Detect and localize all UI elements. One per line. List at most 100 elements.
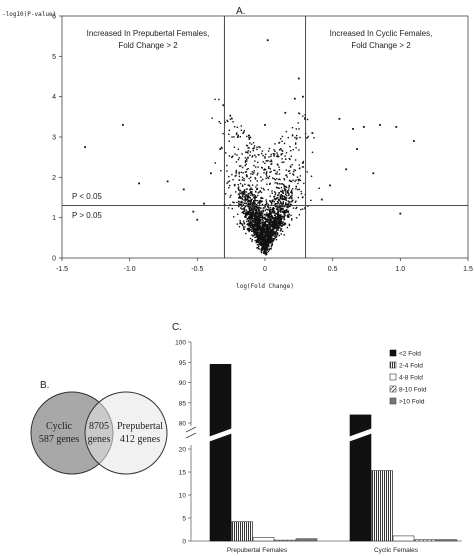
data-point — [261, 212, 263, 214]
data-point — [250, 204, 252, 206]
data-point — [249, 211, 251, 214]
data-point — [304, 207, 306, 210]
data-point — [267, 236, 270, 238]
data-point — [259, 199, 261, 202]
data-point — [266, 229, 268, 232]
data-point — [245, 214, 247, 216]
data-point — [240, 203, 242, 205]
panel-c-letter: C. — [172, 322, 182, 333]
data-point — [251, 217, 253, 219]
data-point — [279, 214, 281, 217]
data-point — [261, 197, 263, 199]
data-point — [270, 236, 272, 238]
data-point — [269, 228, 271, 230]
data-point — [286, 203, 288, 205]
data-point — [251, 213, 254, 215]
data-point — [233, 184, 236, 186]
data-point — [237, 134, 239, 136]
data-point — [238, 194, 241, 196]
data-point — [280, 208, 283, 210]
data-point — [253, 227, 256, 229]
data-point — [246, 213, 248, 215]
category-label-cyclic: Cyclic Females — [374, 547, 419, 554]
left-region-label-line2: Fold Change > 2 — [118, 41, 178, 50]
data-point — [286, 176, 288, 178]
data-point — [265, 203, 267, 205]
data-point — [280, 190, 282, 193]
data-point — [285, 210, 288, 212]
data-point — [228, 187, 230, 189]
data-point — [237, 188, 240, 191]
data-point — [283, 142, 286, 145]
data-point — [296, 206, 298, 209]
data-point — [264, 240, 266, 242]
data-point — [262, 218, 264, 220]
data-point — [301, 208, 304, 210]
data-point — [275, 172, 277, 175]
data-point — [261, 249, 264, 251]
data-point — [259, 241, 262, 243]
data-point — [259, 231, 262, 233]
data-point — [261, 213, 263, 216]
data-point — [241, 153, 243, 155]
data-point — [269, 218, 272, 221]
data-point — [241, 176, 244, 179]
data-point — [264, 244, 266, 246]
data-point — [298, 188, 300, 191]
data-point — [268, 245, 270, 248]
data-point — [250, 226, 252, 229]
data-point — [266, 246, 268, 249]
data-point — [280, 214, 282, 216]
data-point — [243, 210, 245, 212]
data-point — [248, 185, 251, 187]
data-point — [239, 136, 241, 138]
data-point — [251, 188, 254, 191]
data-point — [258, 215, 261, 217]
data-point — [243, 212, 245, 215]
data-point — [277, 220, 279, 222]
data-point — [234, 153, 236, 155]
data-point — [245, 144, 248, 147]
data-point — [267, 227, 269, 229]
data-point — [268, 227, 270, 229]
data-point — [238, 173, 240, 175]
data-point — [307, 135, 309, 138]
data-point — [248, 196, 251, 199]
data-point — [224, 193, 227, 195]
data-point — [259, 190, 261, 193]
data-point — [267, 242, 269, 245]
data-point — [276, 182, 278, 184]
data-point — [289, 201, 291, 203]
venn-prepubertal-label: Prepubertal — [117, 421, 163, 432]
data-point — [253, 213, 255, 215]
data-point — [289, 158, 291, 161]
data-point — [261, 247, 264, 250]
data-point — [242, 185, 244, 187]
data-point — [277, 214, 279, 217]
data-point — [288, 215, 290, 217]
data-point — [228, 133, 230, 135]
data-point — [265, 201, 268, 203]
bar — [295, 538, 318, 542]
data-point — [254, 166, 257, 168]
right-region-label-line2: Fold Change > 2 — [351, 41, 411, 50]
data-point — [288, 189, 290, 191]
bar — [209, 363, 232, 542]
data-point — [257, 213, 259, 215]
outlier-point — [203, 202, 205, 205]
data-point — [229, 196, 231, 198]
data-point — [286, 206, 288, 208]
data-point — [256, 187, 259, 190]
bar — [274, 539, 296, 542]
data-point — [251, 222, 253, 224]
data-point — [304, 114, 306, 116]
data-point — [254, 207, 256, 209]
data-point — [274, 153, 276, 155]
legend: <2 Fold 2-4 Fold 4-8 Fold 8-10 Fold >10 Fold — [389, 349, 427, 406]
data-point — [255, 223, 257, 225]
data-point — [262, 236, 265, 238]
y-tick-label: 20 — [179, 447, 187, 454]
data-point — [272, 234, 274, 237]
data-point — [270, 216, 272, 218]
data-point — [281, 140, 283, 142]
